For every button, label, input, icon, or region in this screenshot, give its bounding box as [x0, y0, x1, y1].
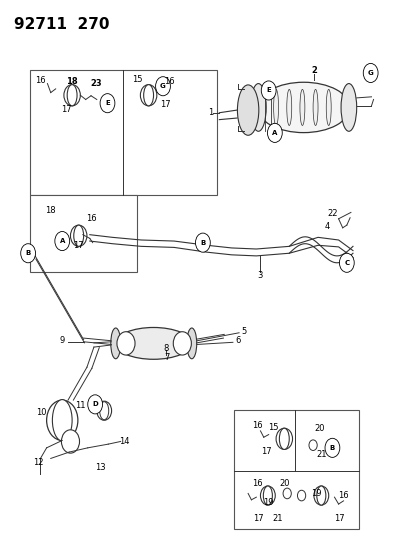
- Circle shape: [97, 401, 112, 420]
- Ellipse shape: [111, 328, 120, 359]
- Circle shape: [64, 85, 80, 106]
- Circle shape: [308, 440, 316, 450]
- Text: 19: 19: [263, 498, 273, 507]
- Text: 22: 22: [327, 209, 337, 218]
- Text: 16: 16: [251, 421, 262, 430]
- Ellipse shape: [263, 486, 272, 505]
- Text: 7: 7: [164, 353, 169, 362]
- Text: 16: 16: [251, 479, 262, 488]
- Circle shape: [282, 488, 291, 499]
- Ellipse shape: [74, 225, 83, 246]
- Text: 9: 9: [59, 336, 65, 345]
- Text: 12: 12: [33, 458, 43, 467]
- Circle shape: [339, 253, 354, 272]
- Text: 8: 8: [163, 344, 168, 353]
- Ellipse shape: [257, 82, 349, 133]
- Text: 18: 18: [45, 206, 55, 215]
- Circle shape: [313, 486, 328, 505]
- Text: 17: 17: [252, 514, 263, 523]
- Text: 16: 16: [85, 214, 96, 223]
- Text: 14: 14: [119, 437, 130, 446]
- Text: 5: 5: [241, 327, 246, 336]
- Text: 20: 20: [279, 479, 290, 488]
- Circle shape: [260, 486, 275, 505]
- Text: 20: 20: [314, 424, 325, 433]
- Circle shape: [267, 123, 282, 142]
- Text: B: B: [26, 251, 31, 256]
- Ellipse shape: [237, 85, 258, 135]
- Circle shape: [275, 428, 292, 449]
- Text: 18: 18: [66, 77, 78, 86]
- Text: A: A: [271, 130, 277, 136]
- Text: 2: 2: [310, 66, 316, 75]
- Text: D: D: [92, 401, 98, 407]
- Text: 17: 17: [160, 100, 171, 109]
- Text: 13: 13: [95, 464, 105, 472]
- Ellipse shape: [100, 402, 109, 419]
- Text: 17: 17: [261, 447, 271, 456]
- Circle shape: [195, 233, 210, 252]
- Text: G: G: [160, 83, 166, 89]
- Circle shape: [297, 490, 305, 501]
- Circle shape: [155, 77, 170, 96]
- Circle shape: [100, 94, 115, 113]
- Circle shape: [55, 231, 69, 251]
- Ellipse shape: [325, 90, 330, 125]
- Bar: [30, 70, 217, 195]
- Text: B: B: [200, 240, 205, 246]
- Text: 16: 16: [35, 76, 46, 85]
- Bar: [30, 195, 137, 272]
- Text: 17: 17: [333, 514, 344, 523]
- Text: 17: 17: [61, 104, 71, 114]
- Circle shape: [116, 332, 135, 355]
- Text: G: G: [367, 70, 373, 76]
- Circle shape: [324, 438, 339, 457]
- Text: C: C: [344, 260, 349, 266]
- Ellipse shape: [279, 428, 289, 449]
- Text: 21: 21: [272, 514, 282, 523]
- Circle shape: [70, 225, 87, 246]
- Text: E: E: [266, 87, 271, 93]
- Circle shape: [362, 63, 377, 83]
- Ellipse shape: [115, 327, 191, 359]
- Ellipse shape: [340, 84, 356, 131]
- Circle shape: [173, 332, 191, 355]
- Text: 92711  270: 92711 270: [14, 17, 109, 33]
- Ellipse shape: [316, 486, 325, 505]
- Circle shape: [21, 244, 36, 263]
- Text: B: B: [329, 445, 334, 451]
- Ellipse shape: [52, 400, 72, 441]
- Text: 16: 16: [337, 491, 348, 500]
- Text: 15: 15: [268, 423, 278, 432]
- Text: A: A: [59, 238, 65, 244]
- Text: 1: 1: [207, 108, 212, 117]
- Text: 16: 16: [164, 77, 174, 86]
- Ellipse shape: [273, 90, 278, 125]
- Ellipse shape: [143, 85, 153, 106]
- Text: 19: 19: [310, 489, 320, 498]
- Text: 4: 4: [324, 222, 329, 231]
- Ellipse shape: [67, 85, 77, 106]
- Text: 15: 15: [131, 75, 142, 84]
- Circle shape: [261, 81, 275, 100]
- Text: 17: 17: [73, 241, 84, 250]
- Ellipse shape: [186, 328, 196, 359]
- Text: 6: 6: [235, 336, 240, 345]
- Ellipse shape: [250, 84, 266, 131]
- Ellipse shape: [312, 90, 317, 125]
- Circle shape: [140, 85, 157, 106]
- Circle shape: [61, 430, 79, 453]
- Ellipse shape: [286, 90, 291, 125]
- Text: 21: 21: [315, 450, 326, 459]
- Text: E: E: [105, 100, 109, 106]
- Text: 10: 10: [36, 408, 47, 417]
- Text: 3: 3: [257, 271, 263, 280]
- Bar: [233, 410, 358, 529]
- Circle shape: [88, 395, 102, 414]
- Circle shape: [47, 400, 78, 440]
- Text: 23: 23: [90, 79, 102, 88]
- Text: 11: 11: [75, 401, 85, 410]
- Ellipse shape: [299, 90, 304, 125]
